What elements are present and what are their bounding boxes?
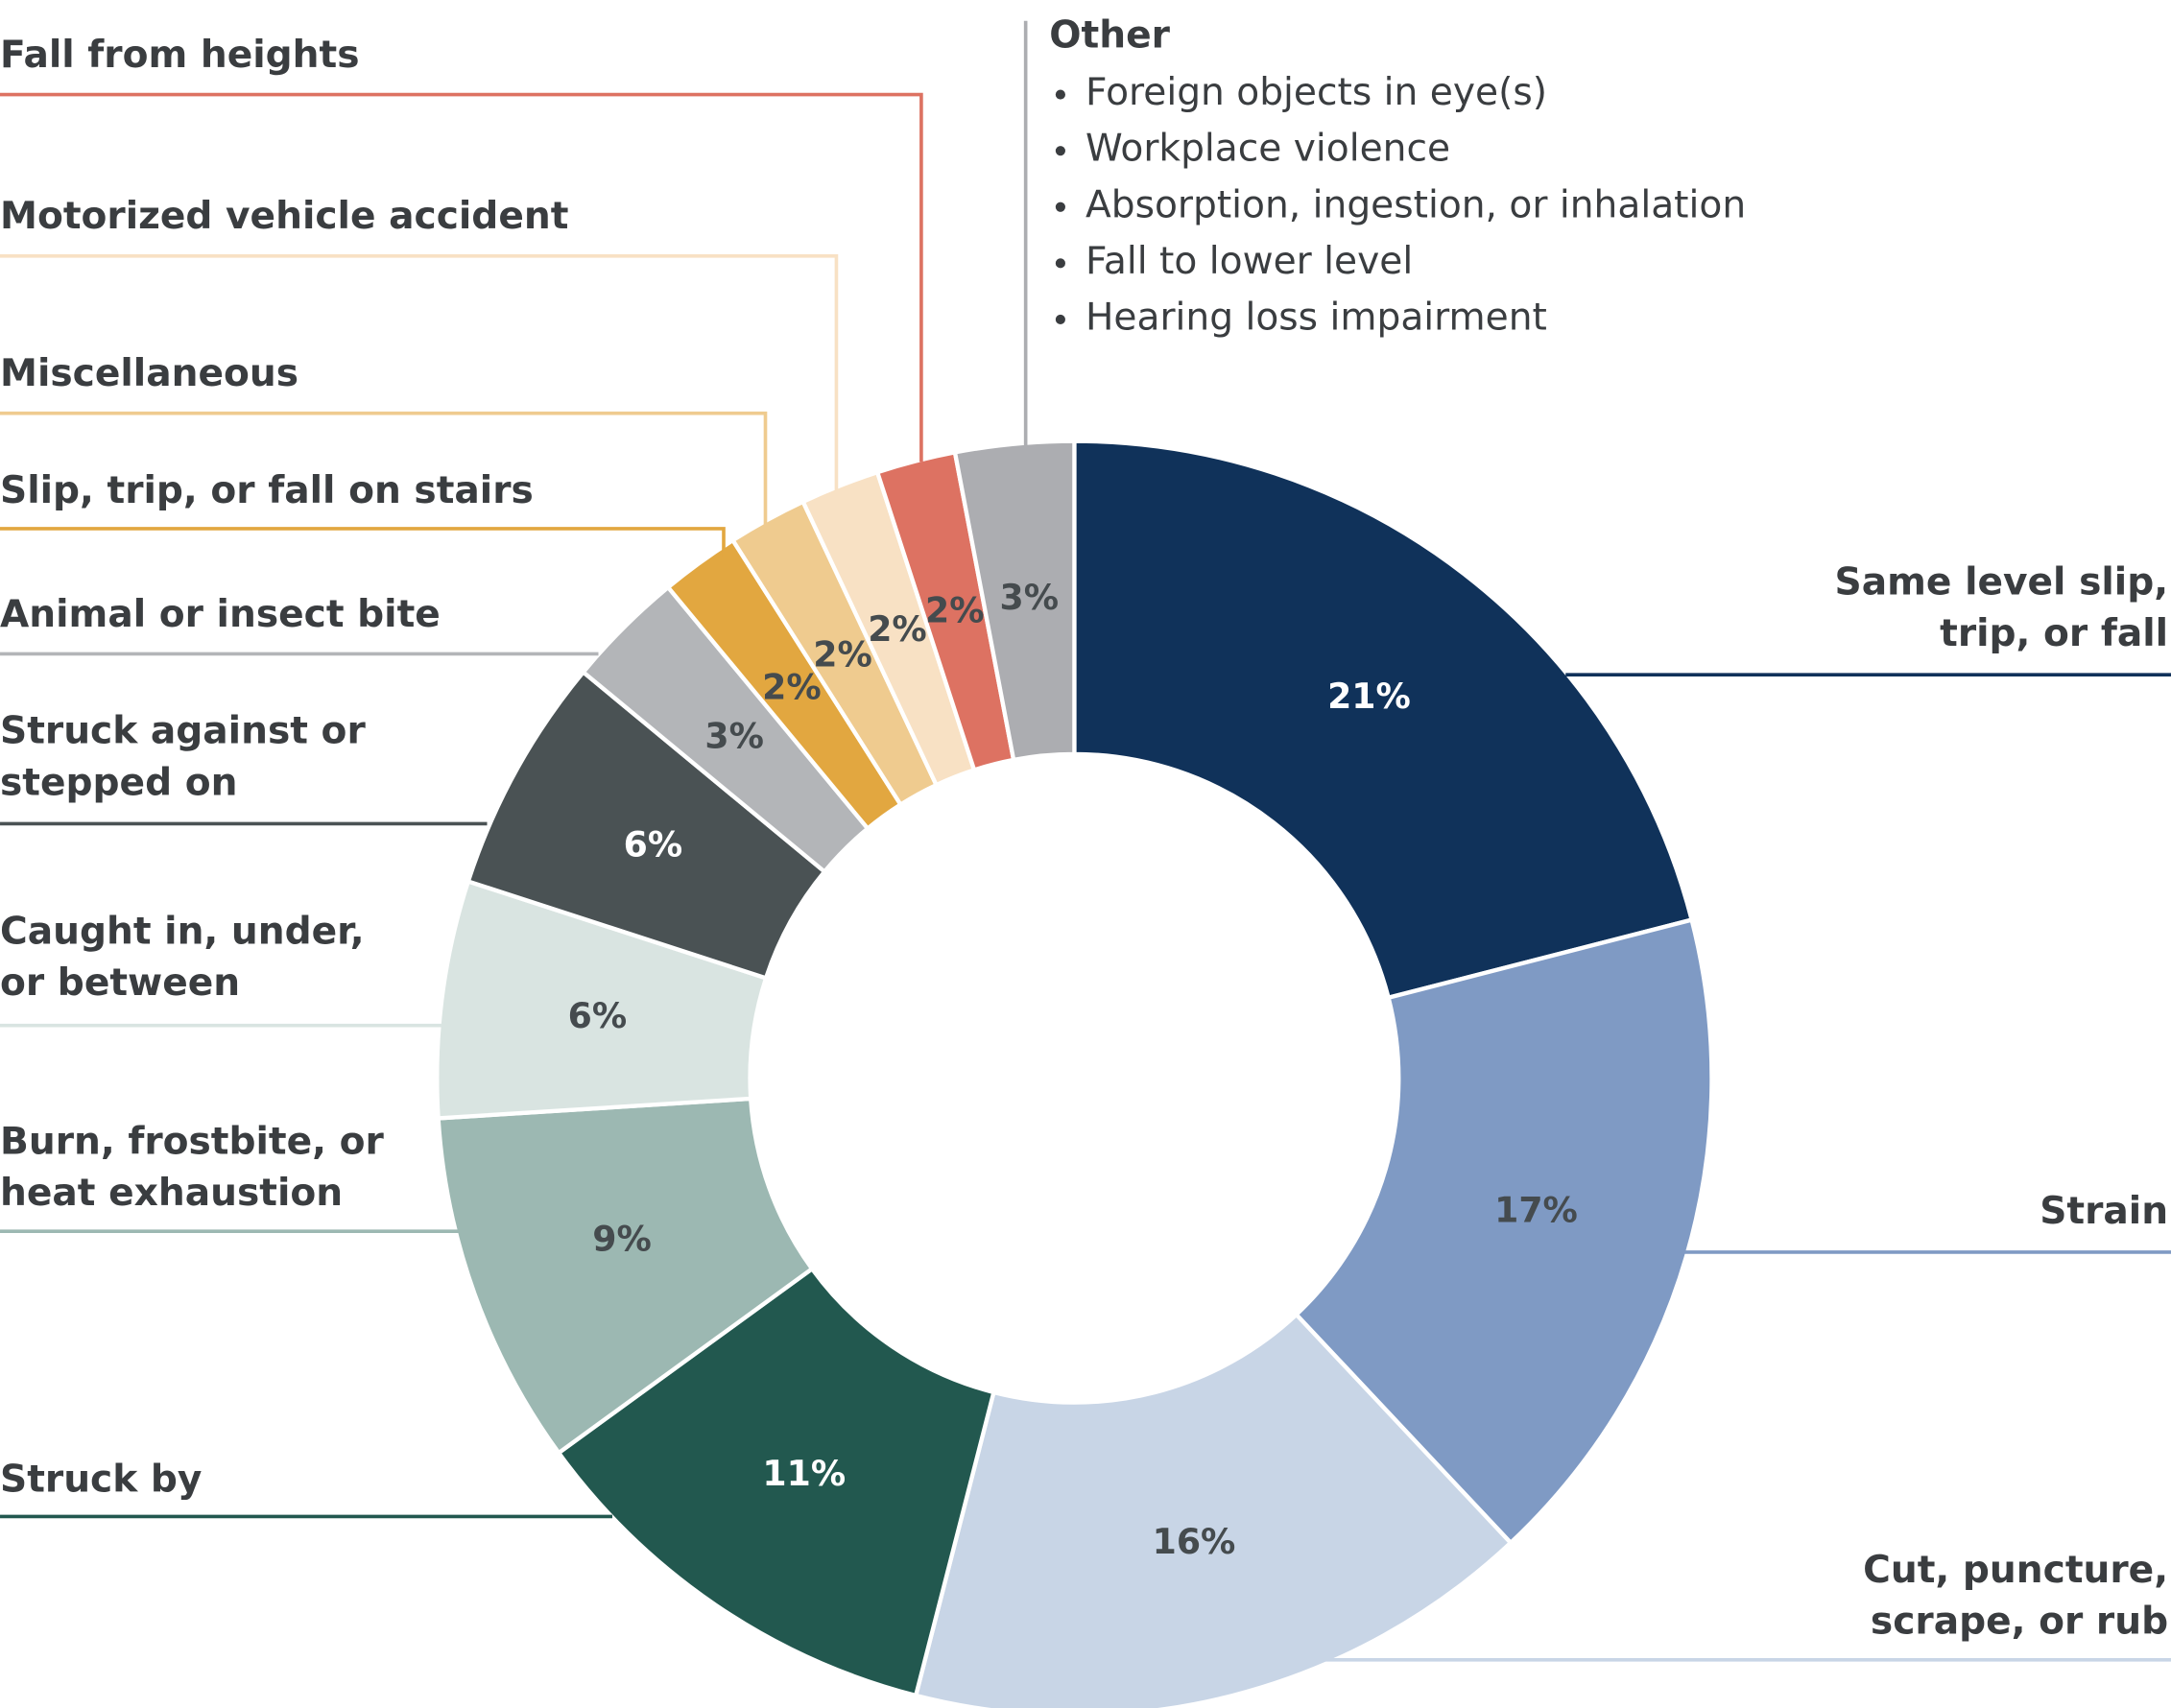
value-label: 2% <box>925 590 985 631</box>
category-label: Slip, trip, or fall on stairs <box>0 469 534 512</box>
category-label: Animal or insect bite <box>0 593 441 636</box>
value-label: 11% <box>762 1453 846 1494</box>
category-label: Motorized vehicle accident <box>0 195 568 238</box>
leader-line <box>0 527 726 557</box>
other-item: Hearing loss impairment <box>1086 296 1547 339</box>
value-label: 3% <box>704 715 764 756</box>
bullet <box>1055 89 1065 100</box>
category-label: scrape, or rub <box>1871 1601 2168 1644</box>
category-label: Fall from heights <box>0 34 360 77</box>
leader-line <box>0 411 768 527</box>
category-label: Other <box>1049 14 1170 58</box>
leader-line <box>0 92 923 463</box>
donut-slice <box>436 1096 816 1457</box>
bullet <box>1055 258 1065 269</box>
donut-slice <box>952 439 1077 763</box>
value-label: 9% <box>592 1218 652 1259</box>
category-label: Strain <box>2040 1190 2168 1233</box>
other-item: Fall to lower level <box>1086 240 1413 283</box>
value-label: 21% <box>1327 676 1411 717</box>
other-item: Workplace violence <box>1086 128 1450 171</box>
value-label: 6% <box>568 995 628 1036</box>
bullet <box>1055 202 1065 212</box>
bullet <box>1055 146 1065 156</box>
value-label: 2% <box>813 634 872 676</box>
category-label: or between <box>0 961 240 1005</box>
donut-slice <box>1072 439 1695 1001</box>
category-label: Caught in, under, <box>0 910 365 953</box>
category-label: stepped on <box>0 761 237 804</box>
other-item: Foreign objects in eye(s) <box>1086 71 1547 114</box>
value-label: 16% <box>1153 1521 1236 1562</box>
category-label: Struck by <box>0 1459 202 1502</box>
value-label: 2% <box>868 608 927 650</box>
donut-slice <box>913 1311 1515 1708</box>
category-label: Same level slip, <box>1835 560 2169 604</box>
value-label: 2% <box>762 666 822 707</box>
donut-slice <box>1293 916 1714 1546</box>
leader-line <box>0 253 839 494</box>
value-label: 17% <box>1494 1190 1578 1231</box>
category-label: Cut, puncture, <box>1863 1549 2168 1592</box>
value-label: 6% <box>624 823 683 865</box>
category-label: Burn, frostbite, or <box>0 1120 385 1163</box>
bullet <box>1055 314 1065 324</box>
value-label: 3% <box>999 577 1059 618</box>
category-label: trip, or fall <box>1940 612 2168 655</box>
category-label: Miscellaneous <box>0 352 298 395</box>
other-item: Absorption, ingestion, or inhalation <box>1086 183 1746 226</box>
category-label: heat exhaustion <box>0 1172 343 1215</box>
category-label: Struck against or <box>0 710 366 753</box>
